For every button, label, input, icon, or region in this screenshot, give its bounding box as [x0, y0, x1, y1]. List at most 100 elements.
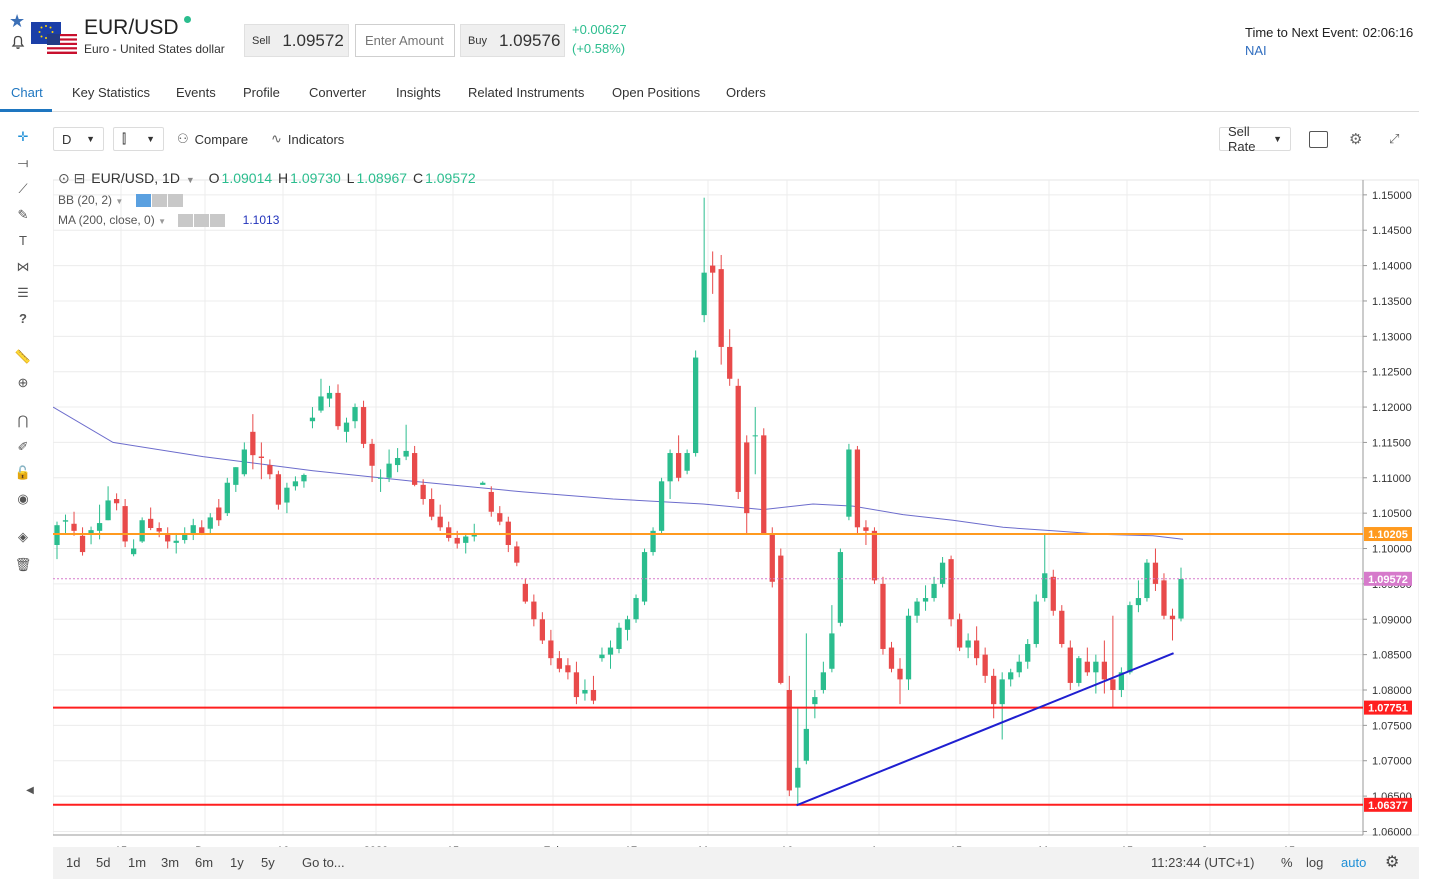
tab-events[interactable]: Events — [176, 85, 216, 100]
range-6m[interactable]: 6m — [195, 855, 214, 870]
tab-related-instruments[interactable]: Related Instruments — [468, 85, 585, 100]
settings-icon[interactable] — [194, 214, 210, 228]
range-5y[interactable]: 5y — [261, 855, 275, 870]
remove-icon[interactable] — [210, 214, 226, 228]
eye-icon[interactable]: ◉ — [17, 491, 29, 506]
log-scale-toggle[interactable]: log — [1306, 855, 1324, 870]
candle-body — [769, 534, 775, 582]
candle-body — [991, 675, 997, 705]
fibonacci-tool-icon[interactable]: ☰ — [17, 285, 29, 300]
candle-body — [948, 559, 954, 620]
candle-body — [207, 517, 213, 529]
magnet-icon[interactable]: ⋂ — [17, 413, 29, 428]
chevron-down-icon[interactable]: ▼ — [185, 175, 195, 185]
range-1m[interactable]: 1m — [128, 855, 147, 870]
percent-scale-toggle[interactable]: % — [1281, 855, 1293, 870]
tab-chart[interactable]: Chart — [11, 85, 43, 100]
candle-body — [667, 453, 673, 482]
candle-body — [675, 453, 682, 478]
market-open-dot — [184, 16, 191, 23]
candle-body — [905, 615, 912, 680]
y-tick-label: 1.15000 — [1372, 190, 1412, 202]
tab-key-statistics[interactable]: Key Statistics — [72, 85, 151, 100]
collapse-legend-icon[interactable]: ⊙ ⊟ — [58, 170, 86, 186]
candle-body — [939, 562, 946, 584]
candle-body — [718, 269, 724, 347]
tab-insights[interactable]: Insights — [396, 85, 441, 100]
lock-icon[interactable]: 🔓 — [14, 465, 32, 480]
candle-body — [1025, 644, 1031, 662]
favorite-star-icon[interactable]: ★ — [9, 11, 26, 31]
candle-body — [982, 654, 988, 676]
visibility-icon[interactable] — [178, 214, 194, 228]
horizontal-line-tool-icon[interactable]: ⟞ — [17, 155, 29, 170]
legend-open-label: O — [208, 170, 220, 186]
candle-body — [335, 392, 341, 427]
candle-body — [539, 619, 546, 641]
alert-bell-icon[interactable] — [10, 34, 26, 50]
collapse-toolbar-icon[interactable]: ◀ — [26, 785, 34, 796]
chevron-down-icon[interactable]: ▼ — [158, 217, 166, 226]
candle-body — [113, 499, 120, 504]
ma-label: MA (200, close, 0) — [58, 213, 155, 227]
sell-button[interactable]: Sell 1.09572 — [244, 24, 349, 57]
candle-body — [284, 487, 290, 503]
fullscreen-box-icon[interactable] — [1309, 127, 1328, 151]
rate-select[interactable]: Sell Rate ▼ — [1219, 124, 1291, 154]
settings-gear-icon[interactable]: ⚙ — [1349, 131, 1363, 148]
candle-body — [565, 665, 571, 673]
pattern-tool-icon[interactable]: ⋈ — [16, 259, 30, 274]
candle-body — [122, 506, 128, 542]
tab-converter[interactable]: Converter — [309, 85, 367, 100]
candle-body — [173, 540, 179, 543]
range-5d[interactable]: 5d — [96, 855, 111, 870]
candle-body — [386, 463, 392, 478]
layers-icon[interactable]: ◈ — [18, 529, 28, 544]
chevron-down-icon[interactable]: ▼ — [115, 197, 124, 206]
compare-button[interactable]: ⚇ Compare — [177, 127, 248, 151]
settings-icon[interactable] — [151, 194, 167, 208]
trash-icon[interactable]: 🗑 — [14, 557, 32, 572]
ruler-icon[interactable]: 📏 — [14, 349, 32, 364]
visibility-icon[interactable] — [135, 194, 151, 208]
stay-drawing-icon[interactable]: ✐ — [17, 439, 29, 454]
trend-line-tool-icon[interactable]: ⟋ — [18, 181, 28, 196]
chart-type-select[interactable]: ⫿ ▼ — [113, 127, 164, 151]
candle-body — [54, 525, 60, 545]
y-tick-label: 1.07500 — [1372, 720, 1412, 732]
candle-body — [233, 467, 239, 485]
remove-icon[interactable] — [167, 194, 183, 208]
tab-open-positions[interactable]: Open Positions — [612, 85, 701, 100]
text-tool-icon[interactable]: T — [19, 233, 27, 248]
candle-body — [633, 598, 639, 620]
scale-settings-gear-icon[interactable]: ⚙ — [1385, 854, 1400, 871]
interval-select[interactable]: D ▼ — [53, 127, 104, 151]
zoom-icon[interactable]: ⊕ — [17, 375, 29, 390]
candle-body — [1127, 605, 1133, 673]
next-event-link[interactable]: NAI — [1245, 43, 1267, 58]
tab-orders[interactable]: Orders — [726, 85, 766, 100]
range-1d[interactable]: 1d — [66, 855, 81, 870]
eur-usd-flags-icon — [31, 22, 77, 54]
candle-body — [130, 548, 137, 555]
candle-body — [1093, 661, 1099, 673]
expand-icon[interactable]: ⤢ — [1389, 131, 1400, 146]
auto-scale-toggle[interactable]: auto — [1341, 855, 1367, 870]
brush-tool-icon[interactable]: ✎ — [17, 207, 29, 222]
tab-profile[interactable]: Profile — [243, 85, 280, 100]
candle-body — [650, 530, 656, 553]
range-1y[interactable]: 1y — [230, 855, 244, 870]
crosshair-icon[interactable]: ✛ — [17, 129, 29, 144]
candle-body — [309, 417, 316, 422]
buy-button[interactable]: Buy 1.09576 — [460, 24, 565, 57]
amount-input[interactable] — [355, 24, 455, 57]
candle-body — [812, 697, 818, 705]
help-icon[interactable]: ? — [19, 311, 27, 326]
chevron-down-icon: ▼ — [146, 134, 155, 144]
price-chart[interactable]: 15Dec16202015Feb17Mar16Apr15May15Jun151.… — [53, 160, 1419, 887]
range-3m[interactable]: 3m — [161, 855, 180, 870]
candle-body — [1050, 576, 1056, 611]
chart-clock: 11:23:44 (UTC+1) — [1151, 855, 1255, 870]
indicators-button[interactable]: ∿ Indicators — [271, 127, 344, 151]
goto-date-button[interactable]: Go to... — [302, 855, 345, 870]
